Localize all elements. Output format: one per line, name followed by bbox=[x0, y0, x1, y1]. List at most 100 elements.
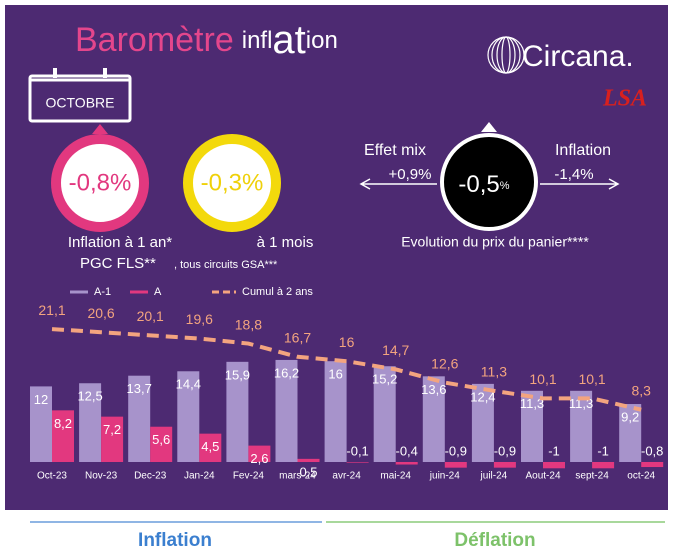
line-value-label: 18,8 bbox=[235, 316, 262, 332]
arrow-right bbox=[540, 178, 620, 190]
arrow-left bbox=[359, 178, 437, 190]
scope-note: , tous circuits GSA*** bbox=[174, 259, 278, 271]
bar bbox=[150, 426, 173, 462]
value-label: 2,6 bbox=[250, 451, 268, 466]
value-label: 13,6 bbox=[421, 382, 446, 397]
chart: A-1 A Cumul à 2 ans Oct-23 Nov-23 Dec-23 Jan-2… bbox=[30, 286, 663, 482]
x-tick-label: Dec-23 bbox=[134, 471, 167, 482]
value-label: 12,4 bbox=[470, 389, 495, 404]
x-tick-label: Nov-23 bbox=[85, 471, 118, 482]
year-label: Inflation à 1 an* bbox=[68, 234, 172, 251]
inflation-label: Inflation bbox=[555, 142, 611, 159]
month-label: à 1 mois bbox=[257, 234, 314, 251]
value-label: -0,9 bbox=[445, 443, 467, 458]
footer-right: Déflation bbox=[454, 530, 535, 551]
value-label: 4,5 bbox=[201, 439, 219, 454]
value-label: -0,1 bbox=[346, 443, 368, 458]
x-tick-label: sept-24 bbox=[575, 471, 609, 482]
value-label: 7,2 bbox=[103, 422, 121, 437]
logo-icon bbox=[487, 36, 525, 74]
bar bbox=[619, 404, 642, 462]
bar bbox=[471, 383, 494, 462]
cumul-line bbox=[51, 327, 642, 412]
year-value: -0,8% bbox=[69, 169, 132, 196]
value-label: 12,5 bbox=[77, 389, 102, 404]
calendar: OCTOBRE bbox=[28, 68, 132, 123]
value-label: 8,2 bbox=[54, 416, 72, 431]
x-tick-label: Fev-24 bbox=[233, 471, 265, 482]
value-label: 14,4 bbox=[176, 377, 201, 392]
line-value-label: 10,1 bbox=[529, 371, 556, 387]
value-label: 13,7 bbox=[127, 381, 152, 396]
line-value-label: 16,7 bbox=[284, 329, 311, 345]
month: OCTOBRE bbox=[46, 95, 115, 111]
x-tick-label: Oct-23 bbox=[37, 471, 67, 482]
bar bbox=[226, 361, 249, 462]
x-tick-label: mai-24 bbox=[380, 471, 411, 482]
bar bbox=[30, 386, 52, 462]
bar bbox=[52, 410, 74, 462]
bar bbox=[297, 458, 320, 462]
bar bbox=[592, 462, 615, 469]
bar bbox=[324, 361, 347, 462]
value-label: -1 bbox=[597, 443, 609, 458]
logo: Circana. bbox=[522, 40, 634, 73]
line-value-label: 16 bbox=[339, 334, 355, 350]
footer-left: Inflation bbox=[138, 530, 212, 551]
line-value-label: 21,1 bbox=[38, 302, 65, 318]
value-label: -1 bbox=[548, 443, 560, 458]
x-tick-label: juil-24 bbox=[480, 471, 508, 482]
bar bbox=[275, 359, 298, 462]
legend-label: Cumul à 2 ans bbox=[242, 286, 313, 298]
x-tick-label: mars-24 bbox=[279, 471, 316, 482]
value-label: 16 bbox=[328, 367, 342, 382]
value-label: 16,2 bbox=[274, 365, 299, 380]
bar bbox=[248, 445, 271, 462]
x-tick-label: juin-24 bbox=[429, 471, 460, 482]
scope: PGC FLS** bbox=[80, 255, 156, 272]
value-label: -0,8 bbox=[641, 443, 663, 458]
value-label: 5,6 bbox=[152, 432, 170, 447]
x-tick-label: Aout-24 bbox=[525, 471, 560, 482]
value-label: 11,3 bbox=[520, 396, 544, 411]
value-label: -0,9 bbox=[494, 443, 516, 458]
line-value-label: 20,6 bbox=[87, 305, 114, 321]
bar bbox=[79, 383, 102, 462]
line-value-label: 12,6 bbox=[431, 355, 458, 371]
bar bbox=[444, 462, 467, 468]
logo-lsa: LSA bbox=[602, 86, 647, 112]
bar bbox=[346, 462, 369, 463]
pointer bbox=[481, 122, 497, 132]
line-value-label: 19,6 bbox=[186, 311, 213, 327]
value-label: 15,2 bbox=[372, 372, 397, 387]
basket-label: Evolution du prix du panier**** bbox=[401, 234, 589, 250]
legend-label: A-1 bbox=[94, 286, 111, 298]
line-value-label: 14,7 bbox=[382, 342, 409, 358]
mix-value: +0,9% bbox=[389, 166, 432, 183]
x-tick-label: Jan-24 bbox=[184, 471, 215, 482]
basket-value: -0,5% bbox=[458, 171, 509, 198]
value-label: 12 bbox=[34, 392, 48, 407]
bar bbox=[641, 462, 664, 468]
basket-circle bbox=[440, 133, 538, 231]
value-label: 0,5 bbox=[299, 464, 317, 479]
bar bbox=[570, 390, 593, 462]
bar bbox=[199, 433, 222, 462]
line-value-label: 8,3 bbox=[631, 382, 651, 398]
bar bbox=[373, 366, 396, 462]
month-circle bbox=[183, 134, 281, 232]
bar bbox=[177, 371, 200, 462]
line-value-label: 20,1 bbox=[137, 308, 164, 324]
bar bbox=[101, 416, 124, 462]
value-label: 15,9 bbox=[225, 367, 250, 382]
month-value: -0,3% bbox=[201, 169, 264, 196]
title: Baromètre inflation bbox=[75, 18, 338, 62]
value-label: 9,2 bbox=[621, 409, 639, 424]
bar bbox=[543, 462, 565, 469]
line-value-label: 11,3 bbox=[481, 364, 507, 380]
mix-label: Effet mix bbox=[364, 142, 426, 159]
bar bbox=[521, 390, 543, 462]
bar bbox=[493, 462, 516, 468]
x-tick-label: oct-24 bbox=[627, 471, 655, 482]
